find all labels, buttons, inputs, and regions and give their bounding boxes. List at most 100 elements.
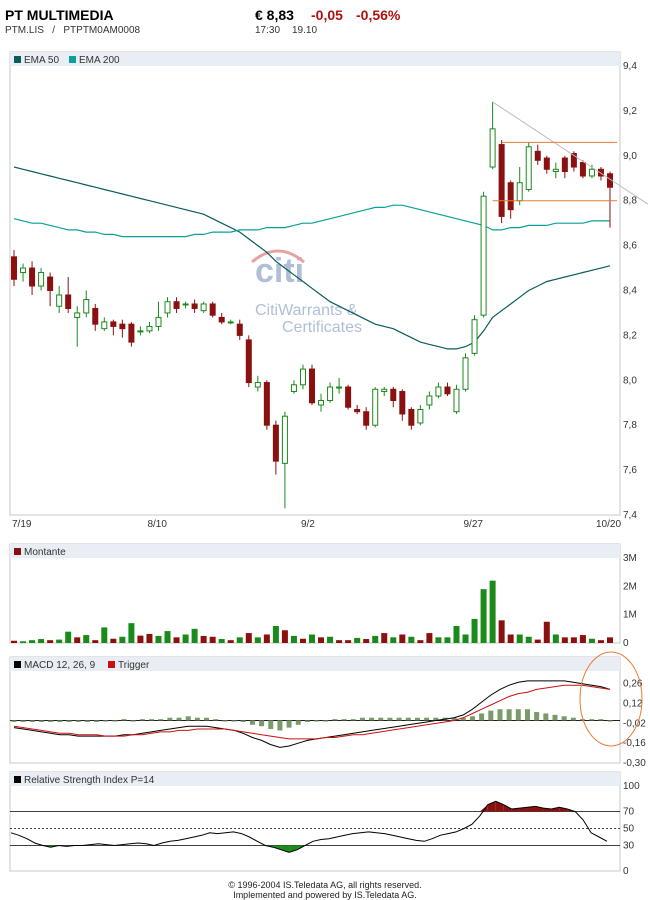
macd-histogram-bar	[304, 720, 310, 722]
rsi-y-tick-label: 0	[623, 866, 629, 877]
macd-histogram-bar	[167, 717, 173, 721]
candle-body	[101, 321, 108, 330]
candle-body	[426, 395, 433, 406]
volume-bar	[272, 626, 279, 643]
volume-bar	[83, 635, 90, 643]
copyright-line: © 1996-2004 IS.Teledata AG, all rights r…	[228, 880, 422, 890]
macd-histogram-bar	[66, 720, 72, 722]
volume-bar	[489, 580, 496, 643]
candle-body	[309, 368, 315, 404]
candle-body	[408, 408, 415, 426]
volume-bar	[164, 631, 171, 643]
macd-histogram-bar	[369, 717, 375, 721]
ticker-symbol: PTM.LIS	[5, 25, 44, 36]
volume-bar	[588, 638, 595, 643]
ema200-legend-label: EMA 200	[79, 55, 120, 66]
macd-histogram-bar	[359, 717, 365, 721]
volume-bar	[309, 634, 315, 643]
candle-body	[254, 382, 261, 388]
volume-bar	[137, 635, 144, 643]
macd-histogram-bar	[39, 720, 45, 722]
candle-body	[525, 146, 532, 190]
volume-bar	[372, 635, 379, 643]
volume-bar	[92, 640, 99, 643]
candle-body	[137, 330, 144, 333]
candle-body	[471, 319, 478, 354]
volume-bar	[516, 634, 523, 643]
candle-body	[227, 321, 234, 324]
volume-bar	[110, 638, 117, 643]
volume-bar	[11, 640, 17, 643]
volume-bar	[552, 634, 559, 643]
rsi-oversold-fill	[281, 845, 290, 853]
candle-body	[209, 303, 216, 316]
rsi-overbought-fill	[503, 804, 512, 812]
candle-body	[498, 144, 505, 217]
price-x-tick-label: 9/2	[301, 519, 315, 530]
macd-annotation-ellipse	[579, 651, 643, 747]
candle-body	[534, 150, 541, 161]
macd-histogram-bar	[20, 720, 26, 722]
volume-bar	[444, 637, 451, 643]
candle-body	[38, 272, 45, 287]
ema50-legend-label: EMA 50	[24, 55, 59, 66]
candle-body	[579, 162, 586, 177]
candle-body	[119, 323, 126, 330]
macd-histogram-bar	[277, 720, 283, 731]
rsi-legend-bar	[10, 772, 620, 786]
volume-bar	[290, 635, 297, 643]
volume-bar	[263, 634, 270, 643]
volume-bar	[173, 637, 180, 643]
volume-bar	[209, 636, 216, 643]
instrument-ids: PTM.LIS / PTPTM0AM0008	[5, 25, 140, 36]
last-price: € 8,83	[255, 7, 294, 23]
rsi-overbought-fill	[559, 807, 568, 812]
rsi-y-tick-label: 30	[623, 841, 635, 852]
macd-histogram-bar	[84, 720, 90, 722]
price-y-tick-label: 7,8	[623, 420, 637, 431]
volume-bar	[390, 637, 397, 643]
macd-histogram-bar	[194, 717, 200, 721]
rsi-overbought-fill	[495, 801, 504, 812]
candle-body	[110, 321, 117, 327]
candle-body	[164, 301, 171, 314]
volume-y-tick-label: 2M	[623, 581, 637, 592]
price-change-percent: -0,56%	[356, 7, 401, 23]
candle-body	[363, 411, 370, 426]
macd-histogram-bar	[561, 716, 567, 721]
candle-body	[128, 323, 135, 343]
volume-bar	[417, 640, 424, 643]
volume-bar	[345, 640, 352, 643]
volume-bar	[543, 621, 550, 643]
macd-histogram-bar	[57, 720, 63, 722]
volume-y-tick-label: 3M	[623, 553, 637, 564]
candle-body	[173, 301, 180, 309]
volume-bar	[47, 640, 54, 643]
candle-body	[245, 339, 252, 384]
volume-bar	[426, 633, 433, 643]
volume-bar	[146, 633, 153, 643]
volume-bar	[65, 631, 72, 643]
price-x-tick-label: 7/19	[12, 519, 32, 530]
macd-histogram-bar	[29, 720, 35, 722]
macd-histogram-bar	[433, 717, 439, 721]
volume-bar	[408, 636, 415, 643]
macd-histogram-bar	[552, 714, 558, 721]
macd-histogram-bar	[139, 719, 145, 721]
macd-histogram-bar	[515, 709, 521, 721]
ema200-legend-swatch	[69, 56, 76, 63]
macd-legend-swatch	[14, 661, 21, 668]
candle-body	[281, 415, 288, 464]
volume-bar	[318, 637, 325, 643]
candle-body	[543, 157, 550, 170]
rsi-legend-label: Relative Strength Index P=14	[24, 775, 155, 786]
candle-body	[516, 182, 523, 202]
macd-histogram-bar	[387, 717, 393, 721]
rsi-y-tick-label: 70	[623, 807, 635, 818]
rsi-panel-frame	[9, 771, 621, 872]
volume-bar	[363, 639, 370, 643]
macd-histogram-bar	[149, 719, 155, 721]
price-y-tick-label: 9,0	[623, 151, 637, 162]
volume-bar	[254, 637, 261, 643]
